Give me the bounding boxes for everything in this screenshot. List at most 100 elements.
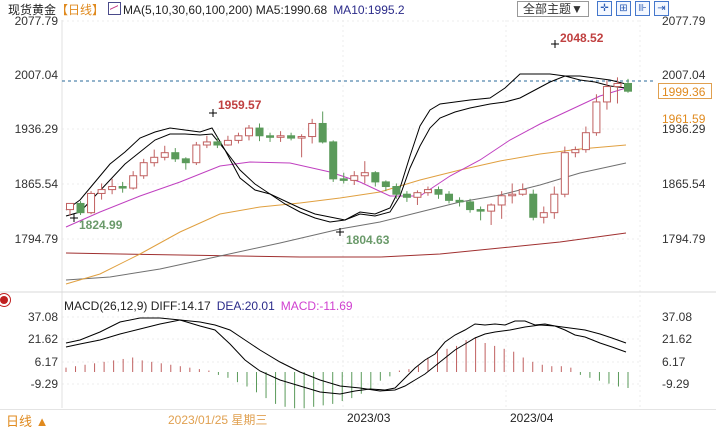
price-axis-right-2: 1936.29 — [662, 122, 706, 136]
candle — [455, 199, 464, 203]
candle — [529, 193, 538, 218]
candle — [329, 141, 338, 180]
candle — [613, 82, 622, 88]
candle — [508, 193, 517, 197]
macd-axis-left-3: -9.29 — [30, 377, 58, 391]
crosshair-icon[interactable]: ✛ — [597, 1, 612, 16]
jump-end-icon[interactable]: ⇥ — [654, 1, 669, 16]
price-axis-left-0: 2077.79 — [14, 14, 58, 28]
candle — [581, 132, 590, 151]
month-label-april: 2023/04 — [510, 411, 554, 425]
month-label-march: 2023/03 — [347, 411, 391, 425]
ma200-line — [65, 232, 627, 258]
candle — [255, 127, 264, 137]
candle — [624, 82, 632, 92]
high-annotation-1: 1959.57 — [218, 98, 262, 112]
candle — [244, 127, 253, 137]
macd-diff-line — [65, 317, 627, 395]
candle — [266, 135, 275, 138]
ma5-line — [65, 73, 627, 223]
macd-axis-right-1: 21.62 — [662, 332, 693, 346]
timeframe-label[interactable]: 【日线】 — [56, 3, 105, 17]
candle — [276, 135, 285, 138]
candle — [139, 162, 148, 177]
candle — [360, 172, 369, 177]
candle — [108, 186, 117, 191]
time-axis-bar — [0, 409, 716, 430]
candle — [392, 186, 401, 195]
macd-dea-line — [65, 319, 627, 392]
ma-indicator-icon[interactable] — [108, 2, 122, 15]
macd-value-label: MACD:-11.69 — [280, 299, 353, 313]
candle — [445, 193, 454, 201]
candle — [434, 189, 443, 195]
macd-axis-right-2: 6.17 — [662, 355, 686, 369]
ma10-value: MA10:1995.2 — [333, 3, 405, 17]
candle — [550, 193, 559, 214]
price-axis-right-0: 2077.79 — [662, 14, 706, 28]
candle — [381, 181, 390, 188]
price-axis-left-3: 1865.54 — [14, 177, 58, 191]
ma-params-label[interactable]: MA(5,10,30,60,100,200) — [123, 3, 253, 17]
candle — [308, 122, 317, 138]
candle — [339, 178, 348, 181]
macd-axis-left-0: 37.08 — [27, 310, 58, 324]
price-axis-left-2: 1936.29 — [14, 122, 58, 136]
hover-date-label: 2023/01/25 星期三 — [168, 413, 268, 427]
theme-dropdown[interactable]: 全部主题▼ — [517, 1, 589, 17]
price-axis-left-1: 2007.04 — [14, 68, 58, 82]
candle — [571, 149, 580, 154]
zoom-range-icon[interactable]: ⊞ — [616, 1, 631, 16]
macd-histogram — [65, 337, 629, 409]
target-icon[interactable] — [0, 296, 8, 304]
candle — [371, 172, 380, 183]
candle — [423, 189, 432, 194]
candle — [87, 192, 96, 214]
candle — [150, 156, 159, 164]
candle — [223, 139, 232, 146]
candle — [171, 152, 180, 160]
chart-header: 现货黄金【日线】 MA(5,10,30,60,100,200) MA5:1990.… — [8, 2, 405, 17]
candle — [602, 86, 611, 103]
low-annotation-1: 1824.99 — [79, 218, 123, 232]
step-forward-icon[interactable]: ⊪ — [635, 1, 650, 16]
macd-header: MACD(26,12,9) DIFF:14.17 DEA:20.01 MACD:-1… — [64, 299, 353, 313]
macd-dea-label: DEA:20.01 — [216, 299, 275, 313]
candle — [402, 193, 411, 198]
ma-value-tag: 1961.59 — [662, 112, 706, 126]
instrument-title: 现货黄金 — [8, 3, 57, 17]
candle — [192, 144, 201, 164]
candle — [560, 152, 569, 195]
candle — [66, 202, 74, 211]
candle — [118, 186, 127, 189]
candle — [487, 204, 496, 212]
candle — [97, 189, 106, 194]
candle — [466, 201, 475, 211]
macd-axis-left-1: 21.62 — [27, 332, 58, 346]
candle — [181, 158, 190, 164]
macd-axis-right-3: -9.29 — [662, 377, 690, 391]
macd-diff-label: MACD(26,12,9) DIFF:14.17 — [64, 299, 211, 313]
candle — [297, 136, 306, 139]
candle — [287, 135, 296, 139]
candle — [518, 189, 527, 195]
candle — [497, 195, 506, 206]
ma5-value: MA5:1990.68 — [255, 3, 328, 17]
candle — [234, 135, 243, 141]
price-axis-right-4: 1794.79 — [662, 232, 706, 246]
price-axis-right-1: 2007.04 — [662, 68, 706, 82]
candle — [213, 141, 222, 146]
macd-axis-right-0: 37.08 — [662, 310, 693, 324]
candle — [592, 101, 601, 134]
candle — [413, 192, 422, 198]
candle — [129, 175, 138, 189]
high-annotation-2: 2048.52 — [560, 31, 604, 45]
price-axis-left-4: 1794.79 — [14, 232, 58, 246]
macd-axis-left-2: 6.17 — [34, 355, 58, 369]
timeframe-selector[interactable]: 日线 ▲ — [6, 414, 49, 429]
candle — [350, 175, 359, 181]
ma30-line — [65, 87, 627, 228]
candlestick-series — [66, 77, 632, 225]
ma60-line — [65, 144, 627, 285]
